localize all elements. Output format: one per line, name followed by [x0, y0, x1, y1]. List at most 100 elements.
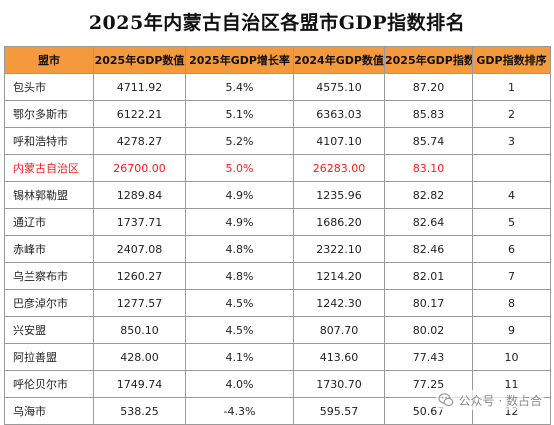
cell-index-2025: 85.83	[384, 100, 473, 128]
cell-growth-2025: 5.1%	[185, 100, 294, 128]
cell-growth-2025: 4.1%	[185, 343, 294, 371]
cell-gdp-2025: 2407.08	[93, 235, 186, 263]
column-header-gdp-2024: 2024年GDP数值	[293, 46, 385, 74]
cell-city: 巴彦淖尔市	[4, 289, 94, 317]
cell-index-rank: 7	[472, 262, 551, 290]
cell-gdp-2024: 1730.70	[293, 370, 385, 398]
cell-gdp-2025: 1737.71	[93, 208, 186, 236]
cell-index-rank: 10	[472, 343, 551, 371]
cell-gdp-2024: 595.57	[293, 397, 385, 425]
cell-gdp-2025: 850.10	[93, 316, 186, 344]
cell-gdp-2025: 4711.92	[93, 73, 186, 101]
table-row: 包头市 4711.92 5.4% 4575.10 87.20 1	[4, 73, 551, 101]
cell-index-2025: 82.01	[384, 262, 473, 290]
table-row: 通辽市 1737.71 4.9% 1686.20 82.64 5	[4, 208, 551, 236]
cell-gdp-2024: 2322.10	[293, 235, 385, 263]
cell-gdp-2025: 538.25	[93, 397, 186, 425]
cell-index-rank	[472, 154, 551, 182]
cell-gdp-2024: 26283.00	[293, 154, 385, 182]
cell-growth-2025: 5.2%	[185, 127, 294, 155]
cell-city: 阿拉善盟	[4, 343, 94, 371]
table-row-region-total: 内蒙古自治区 26700.00 5.0% 26283.00 83.10	[4, 154, 551, 182]
cell-gdp-2024: 1214.20	[293, 262, 385, 290]
table-row: 锡林郭勒盟 1289.84 4.9% 1235.96 82.82 4	[4, 181, 551, 209]
cell-city: 呼和浩特市	[4, 127, 94, 155]
cell-growth-2025: -4.3%	[185, 397, 294, 425]
cell-gdp-2024: 1235.96	[293, 181, 385, 209]
cell-index-2025: 82.46	[384, 235, 473, 263]
cell-growth-2025: 5.0%	[185, 154, 294, 182]
table-row: 乌海市 538.25 -4.3% 595.57 50.67 12	[4, 397, 551, 425]
cell-gdp-2024: 4575.10	[293, 73, 385, 101]
cell-gdp-2025: 1749.74	[93, 370, 186, 398]
cell-index-rank: 8	[472, 289, 551, 317]
cell-city: 包头市	[4, 73, 94, 101]
cell-gdp-2025: 1260.27	[93, 262, 186, 290]
cell-growth-2025: 4.0%	[185, 370, 294, 398]
table-row: 乌兰察布市 1260.27 4.8% 1214.20 82.01 7	[4, 262, 551, 290]
table-row: 赤峰市 2407.08 4.8% 2322.10 82.46 6	[4, 235, 551, 263]
cell-index-2025: 77.43	[384, 343, 473, 371]
cell-growth-2025: 4.5%	[185, 316, 294, 344]
table-row: 呼伦贝尔市 1749.74 4.0% 1730.70 77.25 11	[4, 370, 551, 398]
cell-city: 乌海市	[4, 397, 94, 425]
cell-gdp-2025: 26700.00	[93, 154, 186, 182]
cell-gdp-2025: 428.00	[93, 343, 186, 371]
cell-gdp-2024: 1686.20	[293, 208, 385, 236]
table-body: 包头市 4711.92 5.4% 4575.10 87.20 1 鄂尔多斯市 6122.21 5…	[4, 73, 551, 425]
cell-index-2025: 83.10	[384, 154, 473, 182]
cell-index-rank: 4	[472, 181, 551, 209]
table-row: 兴安盟 850.10 4.5% 807.70 80.02 9	[4, 316, 551, 344]
column-header-city: 盟市	[4, 46, 94, 74]
cell-index-2025: 82.64	[384, 208, 473, 236]
cell-growth-2025: 4.8%	[185, 235, 294, 263]
gdp-ranking-table: 盟市 2025年GDP数值 2025年GDP增长率 2024年GDP数值 202…	[4, 46, 551, 425]
cell-growth-2025: 4.9%	[185, 181, 294, 209]
cell-city: 呼伦贝尔市	[4, 370, 94, 398]
cell-city: 兴安盟	[4, 316, 94, 344]
cell-gdp-2025: 4278.27	[93, 127, 186, 155]
cell-index-rank: 3	[472, 127, 551, 155]
cell-gdp-2024: 6363.03	[293, 100, 385, 128]
wechat-icon	[437, 392, 454, 408]
cell-index-2025: 80.02	[384, 316, 473, 344]
cell-growth-2025: 4.5%	[185, 289, 294, 317]
cell-index-rank: 1	[472, 73, 551, 101]
cell-city: 通辽市	[4, 208, 94, 236]
cell-city: 内蒙古自治区	[4, 154, 94, 182]
cell-city: 乌兰察布市	[4, 262, 94, 290]
cell-city: 锡林郭勒盟	[4, 181, 94, 209]
column-header-gdp-2025: 2025年GDP数值	[93, 46, 186, 74]
cell-index-rank: 9	[472, 316, 551, 344]
cell-index-rank: 6	[472, 235, 551, 263]
column-header-index-rank: GDP指数排序	[472, 46, 551, 74]
cell-index-2025: 85.74	[384, 127, 473, 155]
cell-gdp-2024: 1242.30	[293, 289, 385, 317]
cell-index-2025: 80.17	[384, 289, 473, 317]
watermark: 公众号 · 数占合	[435, 390, 544, 410]
cell-gdp-2025: 1289.84	[93, 181, 186, 209]
page-title: 2025年内蒙古自治区各盟市GDP指数排名	[88, 12, 466, 34]
cell-gdp-2024: 413.60	[293, 343, 385, 371]
cell-gdp-2024: 4107.10	[293, 127, 385, 155]
cell-gdp-2024: 807.70	[293, 316, 385, 344]
column-header-index-2025: 2025年GDP指数	[384, 46, 473, 74]
cell-index-rank: 5	[472, 208, 551, 236]
cell-index-rank: 2	[472, 100, 551, 128]
cell-city: 赤峰市	[4, 235, 94, 263]
cell-gdp-2025: 6122.21	[93, 100, 186, 128]
table-row: 阿拉善盟 428.00 4.1% 413.60 77.43 10	[4, 343, 551, 371]
cell-growth-2025: 4.8%	[185, 262, 294, 290]
watermark-text: 公众号 · 数占合	[458, 393, 542, 408]
table-row: 巴彦淖尔市 1277.57 4.5% 1242.30 80.17 8	[4, 289, 551, 317]
table-row: 呼和浩特市 4278.27 5.2% 4107.10 85.74 3	[4, 127, 551, 155]
table-row: 鄂尔多斯市 6122.21 5.1% 6363.03 85.83 2	[4, 100, 551, 128]
cell-city: 鄂尔多斯市	[4, 100, 94, 128]
cell-index-2025: 87.20	[384, 73, 473, 101]
column-header-growth-2025: 2025年GDP增长率	[185, 46, 294, 74]
cell-growth-2025: 5.4%	[185, 73, 294, 101]
cell-growth-2025: 4.9%	[185, 208, 294, 236]
cell-gdp-2025: 1277.57	[93, 289, 186, 317]
cell-index-2025: 82.82	[384, 181, 473, 209]
table-header-row: 盟市 2025年GDP数值 2025年GDP增长率 2024年GDP数值 202…	[4, 46, 551, 74]
